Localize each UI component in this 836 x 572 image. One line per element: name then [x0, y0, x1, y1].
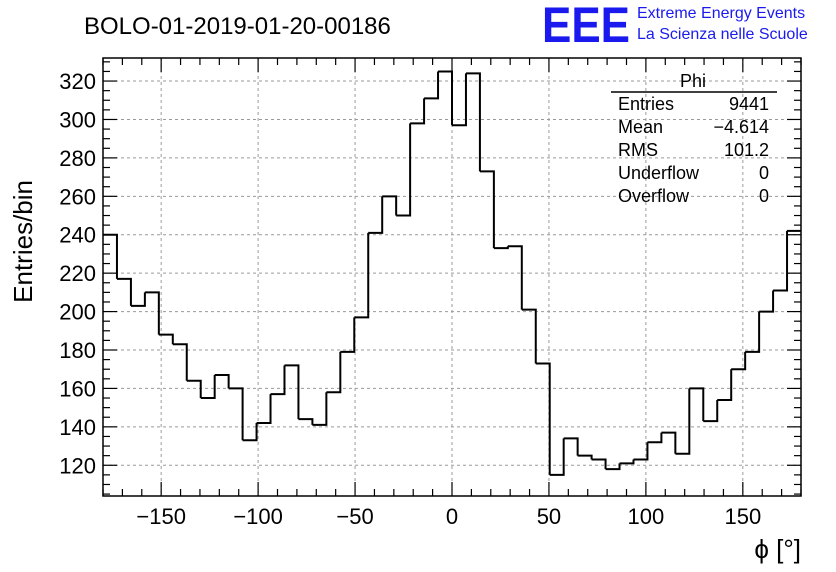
histogram-bin — [633, 442, 649, 461]
histogram-bin — [717, 369, 733, 401]
histogram-bin — [507, 245, 523, 310]
histogram-bin — [675, 388, 691, 455]
stats-value: 0 — [759, 163, 769, 183]
logo-mark: EEE — [542, 0, 630, 53]
x-tick-labels: −150 −100 −50 0 50 100 150 — [136, 504, 761, 529]
x-tick-label: 0 — [446, 504, 458, 529]
histogram-bin — [214, 373, 230, 389]
histogram-bin — [410, 98, 426, 125]
histogram-bin — [228, 387, 244, 441]
histogram-bin — [563, 437, 579, 456]
histogram-bin — [326, 351, 342, 394]
x-tick-label: −100 — [233, 504, 283, 529]
histogram-bin — [144, 291, 160, 335]
histogram-bin — [130, 292, 146, 307]
y-tick-label: 300 — [59, 107, 96, 132]
y-tick-label: 320 — [59, 69, 96, 94]
y-tick-label: 280 — [59, 146, 96, 171]
histogram-bin — [465, 72, 481, 172]
y-tick-label: 220 — [59, 261, 96, 286]
y-tick-label: 180 — [59, 338, 96, 363]
x-tick-label: 50 — [537, 504, 561, 529]
histogram-bin — [354, 232, 370, 319]
histogram-bin — [186, 379, 202, 399]
stats-label: Mean — [618, 117, 663, 137]
stats-value: 0 — [759, 186, 769, 206]
histogram-bin — [270, 365, 286, 396]
histogram-bin — [493, 246, 509, 250]
histogram-bin — [298, 418, 314, 425]
stats-box: Phi Entries 9441 Mean −4.614 RMS 101.2 Underfl… — [611, 71, 777, 206]
histogram-bin — [200, 374, 216, 400]
histogram-bin — [703, 399, 719, 423]
y-tick-label: 200 — [59, 300, 96, 325]
histogram-bin — [116, 277, 132, 306]
chart-title: BOLO-01-2019-01-20-00186 — [84, 13, 391, 40]
y-axis-label: Entries/bin — [8, 180, 38, 303]
x-tick-label: 150 — [724, 504, 761, 529]
histogram-bin — [438, 70, 453, 126]
histogram-bin — [103, 233, 118, 279]
stats-value: −4.614 — [713, 117, 769, 137]
y-tick-label: 240 — [59, 223, 96, 248]
histogram-bin — [591, 458, 607, 470]
histogram-bin — [731, 351, 747, 371]
histogram-bin — [577, 454, 593, 460]
y-tick-labels: 120 140 160 180 200 220 240 260 280 300 320 — [59, 69, 96, 478]
histogram-bin — [773, 230, 789, 292]
histogram-bin — [158, 333, 174, 345]
histogram-bin — [424, 71, 440, 100]
histogram-bin — [479, 170, 495, 249]
histogram-bin — [312, 392, 328, 426]
histogram-bin — [242, 423, 258, 442]
stats-label: Underflow — [618, 163, 700, 183]
stats-label: Entries — [618, 94, 674, 114]
logo-line-1: Extreme Energy Events — [637, 5, 805, 22]
histogram-bin — [256, 394, 272, 424]
histogram-bin — [284, 364, 300, 420]
histogram-bin — [382, 195, 398, 216]
stats-label: RMS — [618, 140, 658, 160]
y-tick-label: 140 — [59, 415, 96, 440]
histogram-bin — [661, 431, 677, 454]
histogram-bin — [172, 343, 188, 381]
y-tick-label: 160 — [59, 376, 96, 401]
eee-logo: EEE Extreme Energy Events La Scienza nel… — [542, 0, 808, 53]
x-tick-label: −150 — [136, 504, 186, 529]
histogram-bin — [368, 196, 384, 234]
histogram-bin — [605, 463, 621, 471]
y-tick-label: 120 — [59, 453, 96, 478]
histogram-bin — [340, 317, 356, 353]
histogram-bin — [689, 387, 705, 422]
histogram-bin — [619, 459, 635, 465]
histogram-bin — [535, 362, 551, 475]
histogram-bin — [521, 308, 537, 364]
logo-line-2: La Scienza nelle Scuole — [637, 26, 808, 43]
x-tick-label: 100 — [628, 504, 665, 529]
stats-value: 9441 — [729, 94, 769, 114]
stats-title: Phi — [680, 71, 706, 91]
histogram-bin — [759, 290, 775, 313]
histogram-bin — [549, 438, 565, 476]
plot-frame — [102, 57, 802, 497]
stats-label: Overflow — [618, 186, 690, 206]
x-tick-label: −50 — [336, 504, 373, 529]
histogram-bin — [452, 73, 467, 127]
histogram-bin — [745, 311, 761, 353]
histogram-bin — [647, 432, 663, 444]
x-axis-label: ϕ [°] — [754, 534, 801, 564]
stats-value: 101.2 — [724, 140, 769, 160]
axis-ticks — [102, 58, 802, 496]
histogram-bin — [396, 123, 412, 217]
y-tick-label: 260 — [59, 184, 96, 209]
